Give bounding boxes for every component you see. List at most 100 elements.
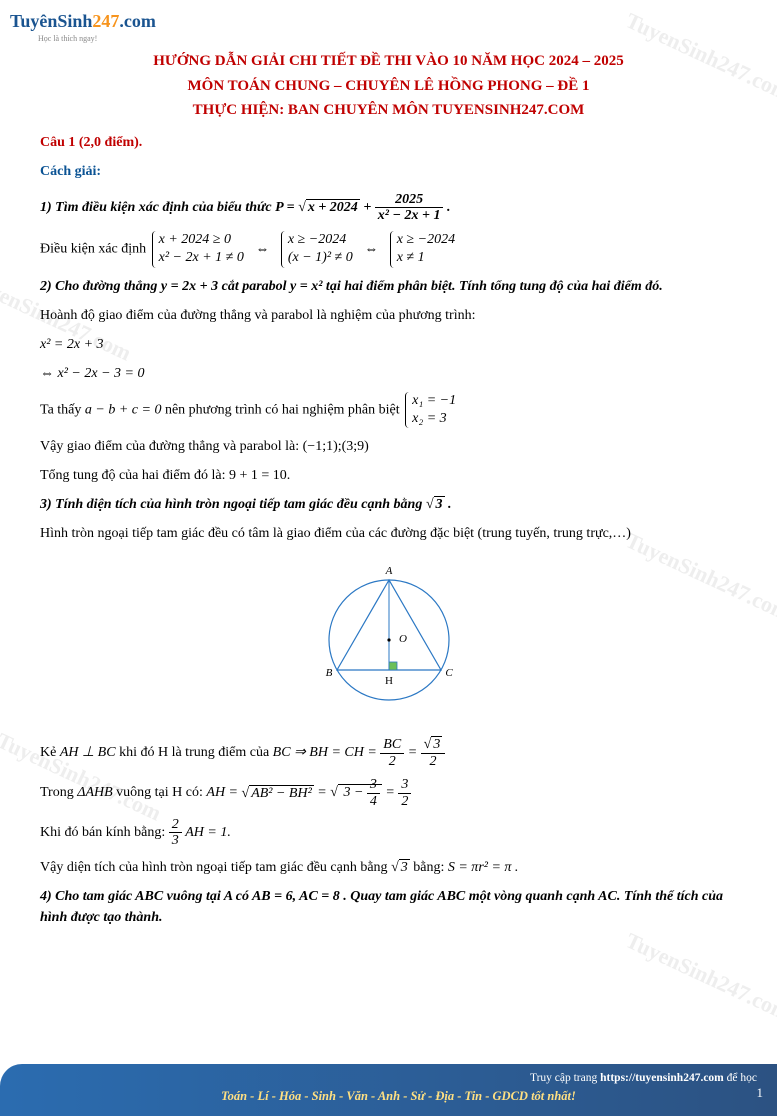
- label-C: C: [445, 667, 453, 679]
- p3-l3c: vuông tại H có:: [116, 785, 206, 800]
- label-A: A: [384, 565, 392, 577]
- p2-solutions: x₁ = −1 x₂ = 3: [405, 392, 456, 428]
- sqrt-icon: 3: [391, 857, 410, 878]
- sqin2-frac: 3 4: [367, 777, 380, 809]
- p3-l5-sqrt: 3: [399, 859, 410, 875]
- p3-l5b: bằng:: [413, 860, 448, 875]
- center-O-dot: [387, 639, 390, 642]
- sqrt-icon: 3: [424, 737, 443, 752]
- f4n: 2: [169, 817, 182, 833]
- cond-s1b: x² − 2x + 1 ≠ 0: [159, 249, 244, 267]
- p3-line-2: Kẻ AH ⊥ BC khi đó H là trung điểm của BC…: [40, 737, 737, 769]
- sqin2-n: 3: [367, 777, 380, 793]
- f1n: BC: [380, 737, 404, 753]
- page-footer: Truy cập trang https://tuyensinh247.com …: [0, 1064, 777, 1116]
- p2-sol2: x₂ = 3: [412, 410, 456, 428]
- p1-fraction: 2025 x² − 2x + 1: [375, 192, 444, 224]
- f4d: 3: [169, 833, 182, 848]
- p3-eqm2: =: [317, 785, 330, 800]
- logo-part3: .com: [119, 11, 155, 31]
- cond-s2b: (x − 1)² ≠ 0: [288, 249, 353, 267]
- p3-line-1: Hình tròn ngoại tiếp tam giác đều có tâm…: [40, 523, 737, 544]
- footer-line-2: Toán - Lí - Hóa - Sinh - Văn - Anh - Sử …: [40, 1087, 757, 1106]
- p3-frac-1: BC 2: [380, 737, 404, 769]
- p1-dot: .: [447, 200, 451, 215]
- sqrt-icon: x + 2024: [298, 197, 360, 218]
- site-logo: TuyênSinh247.com Học là thích ngay!: [10, 8, 156, 45]
- footer-l1a: Truy cập trang: [530, 1072, 600, 1084]
- condition-line: Điều kiện xác định x + 2024 ≥ 0 x² − 2x …: [40, 231, 737, 267]
- p2-l2c: nên phương trình có hai nghiệm phân biệt: [165, 402, 403, 417]
- p3-l4a: Khi đó bán kính bằng:: [40, 825, 169, 840]
- p3-intro-b: .: [448, 497, 452, 512]
- p2-roots-line: Ta thấy a − b + c = 0 nên phương trình c…: [40, 392, 737, 428]
- f2n-sqrt: 3: [431, 736, 442, 752]
- right-angle-mark: [389, 662, 397, 670]
- p1-sqrt-arg: x + 2024: [306, 199, 360, 215]
- p3-l5c: S = πr² = π .: [448, 860, 519, 875]
- p3-line-3: Trong ΔAHB vuông tại H có: AH = AB² − BH…: [40, 777, 737, 809]
- cond-s1a: x + 2024 ≥ 0: [159, 231, 244, 249]
- p1-plus: +: [363, 200, 374, 215]
- p3-imp: ⇒: [294, 745, 309, 760]
- p2-line-3: Vậy giao điểm của đường thẳng và parabol…: [40, 436, 737, 457]
- p3-eqm3: =: [385, 785, 398, 800]
- p2-sol1: x₁ = −1: [412, 392, 456, 410]
- p3-sqin2: 3 − 3 4: [338, 784, 382, 800]
- p3-eq: BH = CH =: [309, 745, 380, 760]
- footer-url: https://tuyensinh247.com: [600, 1072, 724, 1084]
- cond-s3a: x ≥ −2024: [397, 231, 455, 249]
- p3-sqrt3: 3: [434, 496, 445, 512]
- p2-l2b: a − b + c = 0: [85, 402, 162, 417]
- sqrt-icon: 3 − 3 4: [330, 777, 382, 809]
- f2d: 2: [421, 754, 446, 769]
- p1-P: P =: [275, 200, 295, 215]
- diagram-svg: A B C O H: [299, 562, 479, 712]
- p1-equation: P = x + 2024 + 2025 x² − 2x + 1 .: [275, 200, 450, 215]
- p3-eq3: AH =: [206, 785, 241, 800]
- p1-frac-num: 2025: [375, 192, 444, 208]
- p2-eq-1: x² = 2x + 3: [40, 334, 737, 355]
- cond-sys-3: x ≥ −2024 x ≠ 1: [390, 231, 455, 267]
- part-3-statement: 3) Tính diện tích của hình tròn ngoại ti…: [40, 494, 737, 515]
- f3d: 2: [398, 794, 411, 809]
- f1d: 2: [380, 754, 404, 769]
- watermark: TuyenSinh247.com: [620, 924, 777, 1029]
- p3-line-4: Khi đó bán kính bằng: 2 3 AH = 1.: [40, 817, 737, 849]
- cond-label: Điều kiện xác định: [40, 242, 150, 257]
- p1-frac-den: x² − 2x + 1: [375, 208, 444, 223]
- question-1-title: Câu 1 (2,0 điểm).: [40, 132, 737, 153]
- p3-l2c2: BC: [273, 745, 291, 760]
- cond-s2a: x ≥ −2024: [288, 231, 353, 249]
- p3-frac-2: 3 2: [421, 737, 446, 769]
- p3-eqm: =: [408, 745, 421, 760]
- p3-l3a: Trong: [40, 785, 77, 800]
- logo-part2: 247: [92, 11, 119, 31]
- header-line-2: MÔN TOÁN CHUNG – CHUYÊN LÊ HỒNG PHONG – …: [40, 75, 737, 98]
- label-O: O: [399, 633, 407, 645]
- p2-eq-2: ⇔ x² − 2x − 3 = 0: [40, 363, 737, 384]
- sqin2-a: 3 −: [343, 785, 366, 800]
- p3-l2c: khi đó H là trung điểm của: [119, 745, 273, 760]
- cond-s3b: x ≠ 1: [397, 249, 455, 267]
- label-H: H: [385, 675, 393, 687]
- p2-line-1: Hoành độ giao điểm của đường thẳng và pa…: [40, 305, 737, 326]
- p2-line-4: Tổng tung độ của hai điểm đó là: 9 + 1 =…: [40, 465, 737, 486]
- p3-l2b: AH ⊥ BC: [60, 745, 116, 760]
- p1-intro: 1) Tìm điều kiện xác định của biểu thức: [40, 200, 275, 215]
- triangle-circle-diagram: A B C O H: [40, 562, 737, 719]
- f2n: 3: [421, 737, 446, 753]
- part-1-statement: 1) Tìm điều kiện xác định của biểu thức …: [40, 192, 737, 224]
- part-2-statement: 2) Cho đường thẳng y = 2x + 3 cắt parabo…: [40, 276, 737, 297]
- sqin2-d: 4: [367, 794, 380, 809]
- p3-l5a: Vậy diện tích của hình tròn ngoại tiếp t…: [40, 860, 391, 875]
- p3-intro-a: 3) Tính diện tích của hình tròn ngoại ti…: [40, 497, 426, 512]
- part-4-statement: 4) Cho tam giác ABC vuông tại A có AB = …: [40, 886, 737, 928]
- logo-tagline: Học là thích ngay!: [38, 33, 156, 45]
- equiv-icon: ⇔: [255, 242, 269, 257]
- f3n: 3: [398, 777, 411, 793]
- page-number: 1: [757, 1083, 764, 1103]
- label-B: B: [325, 667, 332, 679]
- page-content: HƯỚNG DẪN GIẢI CHI TIẾT ĐỀ THI VÀO 10 NĂ…: [40, 50, 737, 928]
- sqrt-icon: AB² − BH²: [242, 783, 314, 804]
